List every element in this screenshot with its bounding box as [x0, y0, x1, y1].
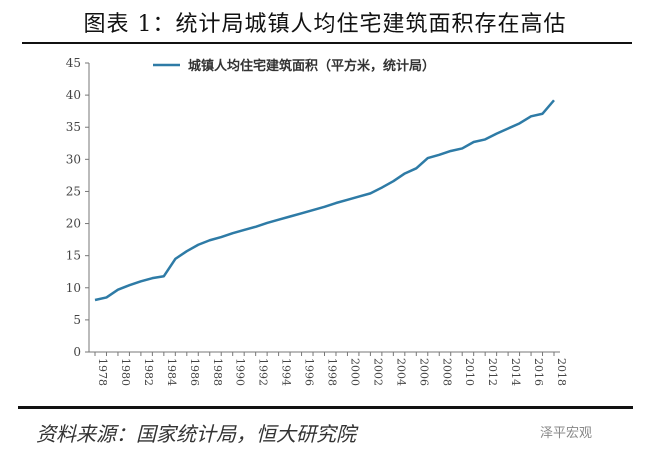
y-tick-label: 25: [66, 184, 81, 198]
chart-title: 图表 1：统计局城镇人均住宅建筑面积存在高估: [83, 12, 567, 37]
series-line: [94, 99, 555, 302]
x-tick-label: 2012: [486, 358, 499, 386]
x-tick-label: 2006: [417, 358, 430, 386]
y-tick-label: 40: [66, 88, 81, 102]
y-tick-label: 15: [66, 249, 81, 263]
y-tick-label: 30: [66, 152, 81, 166]
x-tick-label: 1992: [257, 358, 270, 386]
footer-divider: [18, 406, 633, 409]
x-tick-label: 1988: [211, 358, 224, 386]
source-note: 资料来源：国家统计局，恒大研究院: [36, 422, 356, 446]
x-tick-label: 2000: [348, 358, 361, 386]
y-tick-label: 10: [66, 281, 81, 295]
x-tick-label: 1980: [119, 358, 132, 386]
x-tick-label: 1986: [188, 358, 201, 386]
watermark: 泽平宏观: [540, 426, 593, 441]
y-tick-label: 45: [66, 56, 81, 70]
x-tick-label: 1998: [326, 358, 339, 386]
x-tick-label: 2002: [371, 358, 384, 386]
y-tick-label: 0: [73, 345, 81, 359]
x-tick-label: 2008: [440, 358, 453, 386]
title-divider: [22, 42, 632, 44]
x-tick-label: 2016: [532, 358, 545, 386]
x-tick-label: 2010: [463, 358, 476, 386]
x-tick-label: 1978: [96, 358, 109, 386]
legend-label: 城镇人均住宅建筑面积（平方米，统计局）: [188, 58, 435, 74]
x-tick-label: 1994: [280, 358, 293, 386]
x-tick-label: 1996: [303, 358, 316, 386]
y-tick-label: 35: [66, 120, 81, 134]
x-tick-label: 2004: [394, 358, 407, 386]
y-tick-label: 5: [73, 313, 81, 327]
x-tick-label: 1990: [234, 358, 247, 386]
x-tick-label: 1982: [142, 358, 155, 386]
y-tick-label: 20: [66, 217, 81, 231]
x-tick-label: 2014: [509, 358, 522, 386]
x-tick-label: 2018: [555, 358, 568, 386]
x-tick-label: 1984: [165, 358, 178, 386]
